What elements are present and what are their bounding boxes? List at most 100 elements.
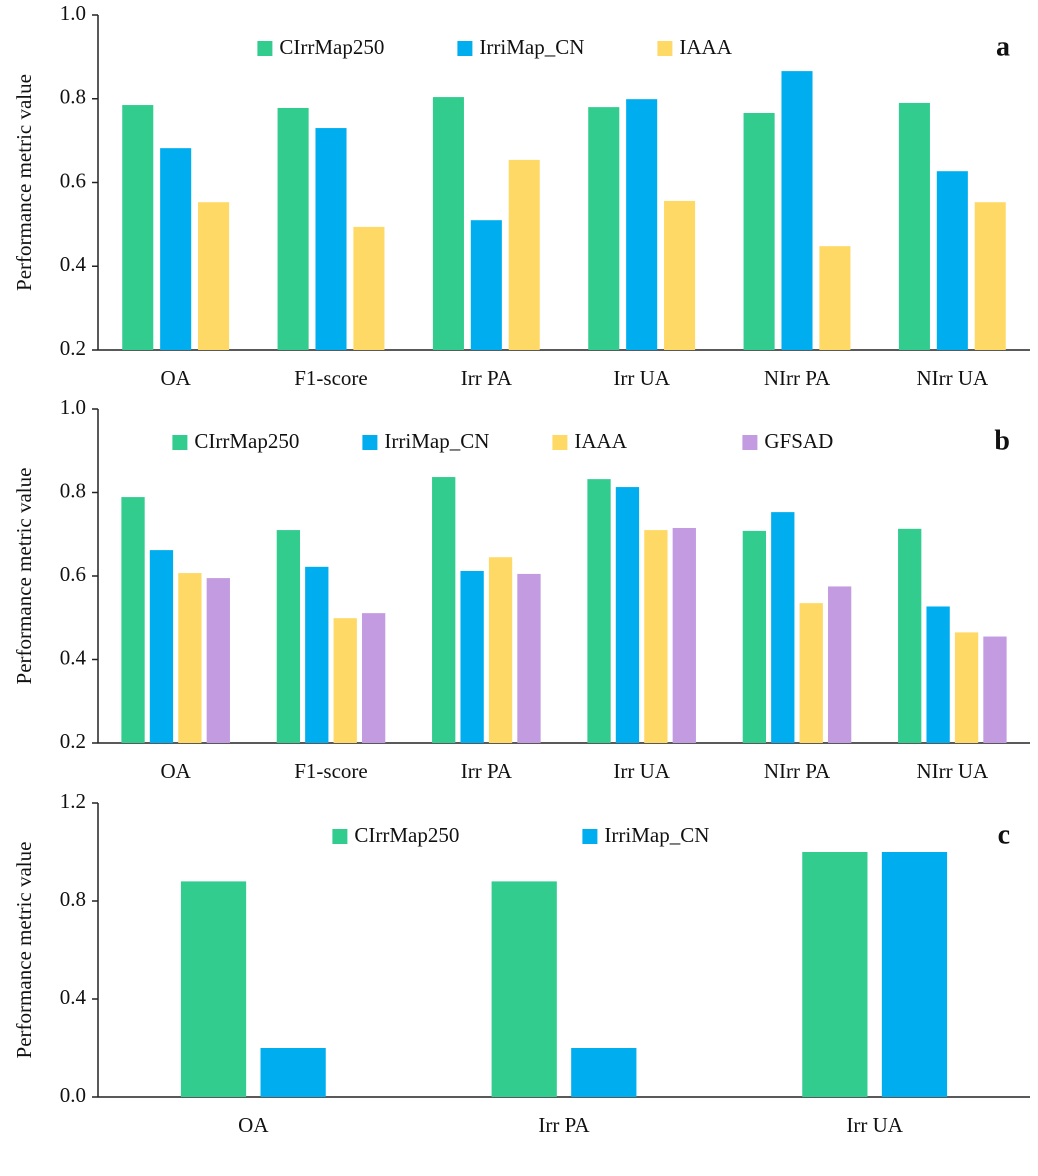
bar bbox=[180, 881, 247, 1097]
legend-label: IAAA bbox=[679, 35, 732, 59]
legend-label: CIrrMap250 bbox=[354, 823, 459, 847]
legend-swatch bbox=[742, 435, 758, 450]
bar bbox=[672, 527, 696, 743]
y-axis-label: Performance metric value bbox=[12, 74, 36, 291]
bar bbox=[333, 618, 357, 743]
bar bbox=[799, 603, 823, 743]
bar bbox=[432, 97, 464, 350]
legend-swatch bbox=[362, 435, 378, 450]
x-tick-label: OA bbox=[160, 366, 191, 390]
bar bbox=[827, 586, 852, 743]
legend-swatch bbox=[582, 829, 598, 844]
y-tick-label: 0.6 bbox=[60, 562, 86, 586]
y-tick-label: 0.8 bbox=[60, 478, 86, 502]
x-tick-label: Irr PA bbox=[538, 1113, 590, 1137]
legend-swatch bbox=[172, 435, 188, 450]
bar bbox=[802, 852, 868, 1097]
bar bbox=[121, 497, 145, 743]
y-tick-label: 0.4 bbox=[60, 645, 87, 669]
bar bbox=[743, 112, 775, 350]
legend-swatch bbox=[257, 41, 273, 56]
y-tick-label: 0.8 bbox=[60, 887, 86, 911]
bar bbox=[898, 528, 922, 743]
legend-label: GFSAD bbox=[764, 429, 833, 453]
y-axis-label: Performance metric value bbox=[12, 842, 36, 1059]
x-tick-label: OA bbox=[238, 1113, 269, 1137]
bar bbox=[587, 479, 611, 743]
x-tick-label: OA bbox=[160, 759, 191, 783]
x-tick-label: Irr PA bbox=[461, 759, 513, 783]
bar bbox=[277, 107, 309, 351]
x-tick-label: F1-score bbox=[294, 366, 367, 390]
bar bbox=[626, 99, 658, 350]
bar bbox=[936, 171, 968, 350]
bar bbox=[305, 566, 329, 743]
legend-label: CIrrMap250 bbox=[279, 35, 384, 59]
bar bbox=[260, 1048, 326, 1097]
legend-label: IrriMap_CN bbox=[479, 35, 584, 59]
bar bbox=[122, 105, 154, 350]
bar bbox=[178, 573, 202, 743]
bar bbox=[644, 530, 668, 743]
y-tick-label: 0.4 bbox=[60, 985, 87, 1009]
panel-label: c bbox=[998, 819, 1010, 850]
bar bbox=[742, 530, 767, 743]
legend-label: CIrrMap250 bbox=[194, 429, 299, 453]
bar bbox=[508, 159, 540, 350]
bar bbox=[315, 128, 347, 350]
bar bbox=[771, 512, 795, 743]
bar bbox=[432, 477, 456, 743]
legend-swatch bbox=[657, 41, 673, 56]
bar bbox=[460, 570, 484, 743]
bar bbox=[819, 246, 851, 350]
panel-label: a bbox=[996, 31, 1010, 62]
bar bbox=[160, 148, 192, 350]
bar bbox=[353, 226, 385, 350]
bar bbox=[517, 573, 541, 743]
legend-swatch bbox=[332, 829, 348, 844]
bar bbox=[974, 202, 1006, 350]
bar bbox=[198, 202, 230, 350]
bar bbox=[588, 107, 620, 350]
y-tick-label: 0.2 bbox=[60, 336, 86, 360]
bar bbox=[781, 71, 813, 351]
legend-label: IrriMap_CN bbox=[604, 823, 709, 847]
y-tick-label: 0.2 bbox=[60, 729, 86, 753]
bar bbox=[488, 557, 513, 743]
bar bbox=[206, 578, 230, 743]
x-tick-label: NIrr PA bbox=[764, 366, 831, 390]
bar bbox=[983, 636, 1007, 743]
y-axis-label: Performance metric value bbox=[12, 468, 36, 685]
bar bbox=[276, 530, 301, 743]
x-tick-label: F1-score bbox=[294, 759, 367, 783]
y-tick-label: 0.4 bbox=[60, 252, 87, 276]
bar bbox=[664, 200, 696, 350]
y-tick-label: 0.0 bbox=[60, 1083, 86, 1107]
legend-swatch bbox=[457, 41, 473, 56]
x-tick-label: NIrr UA bbox=[916, 759, 989, 783]
y-tick-label: 1.2 bbox=[60, 789, 86, 813]
y-tick-label: 1.0 bbox=[60, 395, 86, 419]
bar bbox=[361, 613, 386, 743]
y-tick-label: 0.8 bbox=[60, 85, 86, 109]
bar bbox=[881, 852, 948, 1097]
x-tick-label: Irr UA bbox=[613, 759, 670, 783]
x-tick-label: NIrr PA bbox=[764, 759, 831, 783]
legend-label: IrriMap_CN bbox=[384, 429, 489, 453]
x-tick-label: Irr UA bbox=[846, 1113, 903, 1137]
y-tick-label: 0.6 bbox=[60, 168, 86, 192]
x-tick-label: Irr UA bbox=[613, 366, 670, 390]
bar bbox=[571, 1048, 637, 1097]
bar bbox=[926, 606, 950, 743]
bar bbox=[954, 632, 979, 743]
legend-swatch bbox=[552, 435, 568, 450]
bar bbox=[491, 881, 557, 1097]
bar bbox=[470, 220, 502, 350]
panel-label: b bbox=[994, 425, 1010, 456]
bar bbox=[615, 487, 640, 743]
x-tick-label: NIrr UA bbox=[916, 366, 989, 390]
bar bbox=[149, 550, 174, 743]
y-tick-label: 1.0 bbox=[60, 1, 86, 25]
bar bbox=[898, 102, 930, 350]
